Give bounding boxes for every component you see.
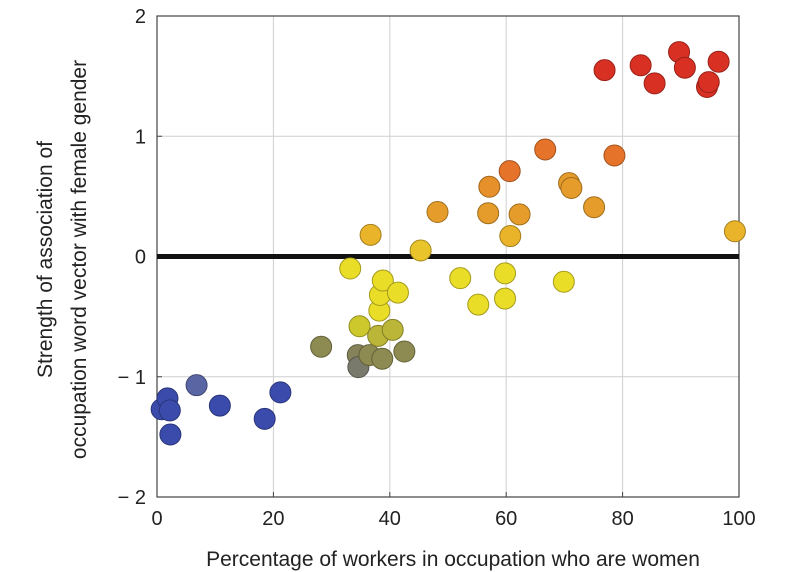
data-point-30 [478,175,501,198]
data-point-40 [593,59,616,82]
data-point-8 [310,335,333,358]
x-tick-label-0: 0 [151,508,162,530]
data-point-38 [583,196,606,219]
data-point-6 [253,407,276,430]
data-point-37 [560,176,583,199]
x-tick-label-20: 20 [262,508,284,530]
data-point-33 [508,203,531,226]
y-axis-title-line-1: Strength of association of [34,141,57,378]
data-point-5 [208,394,231,417]
data-point-25 [449,267,472,290]
y-tick-label-4: 2 [135,6,146,28]
data-point-48 [723,220,746,243]
x-tick-label-80: 80 [611,508,633,530]
data-point-39 [603,144,626,167]
data-point-14 [348,315,371,338]
data-point-3 [159,423,182,446]
data-point-34 [534,138,557,161]
data-point-46 [697,71,720,94]
data-point-47 [707,50,730,73]
data-point-32 [498,160,521,183]
data-point-41 [629,54,652,77]
data-point-12 [371,347,394,370]
x-tick-label-40: 40 [379,508,401,530]
data-point-28 [494,287,517,310]
data-point-21 [339,257,362,280]
data-point-27 [494,262,517,285]
y-tick-label-1: − 1 [118,367,146,389]
data-point-42 [643,72,666,95]
x-axis-title: Percentage of workers in occupation who … [206,548,700,571]
data-point-44 [673,56,696,79]
data-point-4 [185,374,208,397]
data-point-16 [381,318,404,341]
data-point-26 [467,293,490,316]
data-point-35 [552,270,575,293]
y-tick-label-2: 0 [135,247,146,269]
data-point-7 [269,381,292,404]
data-points [150,41,746,446]
x-tick-label-100: 100 [722,508,755,530]
y-tick-label-3: 1 [135,126,146,148]
y-tick-label-0: − 2 [118,487,146,509]
x-tick-label-60: 60 [495,508,517,530]
y-axis-title-line-2: occupation word vector with female gende… [68,60,91,459]
data-point-29 [477,202,500,225]
y-axis-title: Strength of association of occupation wo… [34,60,91,459]
data-point-20 [386,281,409,304]
data-point-2 [158,399,181,422]
x-axis-tick-labels: 0 20 40 60 80 100 [151,508,755,530]
data-point-24 [426,201,449,224]
data-point-19 [371,269,394,292]
data-point-13 [393,340,416,363]
data-point-31 [499,225,522,248]
y-axis-tick-labels: − 2 − 1 0 1 2 [118,6,146,509]
data-point-23 [409,239,432,262]
data-point-22 [359,223,382,246]
